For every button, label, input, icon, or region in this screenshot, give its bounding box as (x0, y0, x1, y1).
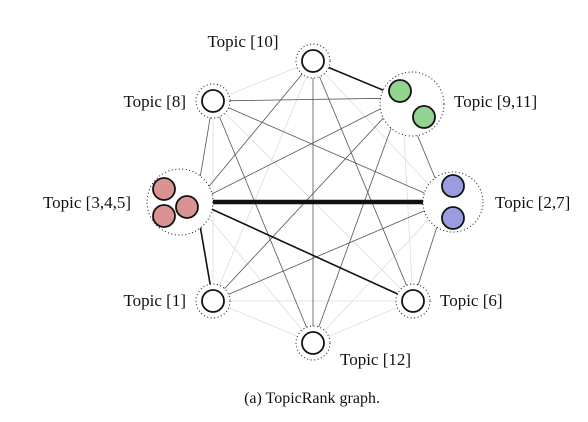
edge-t2_7-t12 (313, 202, 445, 343)
candidate-node-t9_11-2 (413, 106, 435, 128)
edge-t3_4_5-t6 (196, 202, 413, 301)
topic-node-t10 (296, 44, 330, 78)
candidate-node-t6-1 (402, 290, 424, 312)
edge-t9_11-t12 (313, 98, 402, 343)
edge-t8-t9_11 (213, 98, 402, 101)
candidate-node-t8-1 (202, 90, 224, 112)
edge-t9_11-t1 (213, 98, 402, 301)
figure-caption: (a) TopicRank graph. (244, 390, 380, 407)
topic-label-t1: Topic [1] (123, 291, 186, 310)
topic-node-t6 (396, 284, 430, 318)
candidate-node-t12-1 (302, 332, 324, 354)
topic-label-t12: Topic [12] (340, 350, 411, 369)
candidate-node-t3_4_5-1 (153, 178, 175, 200)
topic-node-t8 (196, 84, 230, 118)
topic-ring-t9_11 (380, 72, 444, 136)
topic-node-t2_7 (423, 172, 483, 232)
candidate-node-t9_11-1 (389, 80, 411, 102)
candidate-node-t2_7-2 (442, 207, 464, 229)
topic-label-t6: Topic [6] (440, 291, 503, 310)
candidate-node-t3_4_5-2 (176, 196, 198, 218)
edge-t3_4_5-t12 (196, 202, 313, 343)
topic-node-t3_4_5 (147, 169, 213, 235)
candidate-node-t2_7-1 (442, 175, 464, 197)
topic-label-t3_4_5: Topic [3,4,5] (43, 193, 131, 212)
candidate-node-t10-1 (302, 50, 324, 72)
topic-label-t10: Topic [10] (207, 32, 278, 51)
edge-t10-t3_4_5 (196, 61, 313, 202)
edge-t9_11-t3_4_5 (196, 98, 402, 202)
candidate-node-t1-1 (202, 290, 224, 312)
candidate-node-t3_4_5-3 (153, 205, 175, 227)
topic-node-t1 (196, 284, 230, 318)
topic-node-t9_11 (380, 72, 444, 136)
topic-node-t12 (296, 326, 330, 360)
topic-label-t9_11: Topic [9,11] (454, 92, 537, 111)
topic-label-t2_7: Topic [2,7] (495, 193, 570, 212)
topic-label-t8: Topic [8] (123, 92, 186, 111)
